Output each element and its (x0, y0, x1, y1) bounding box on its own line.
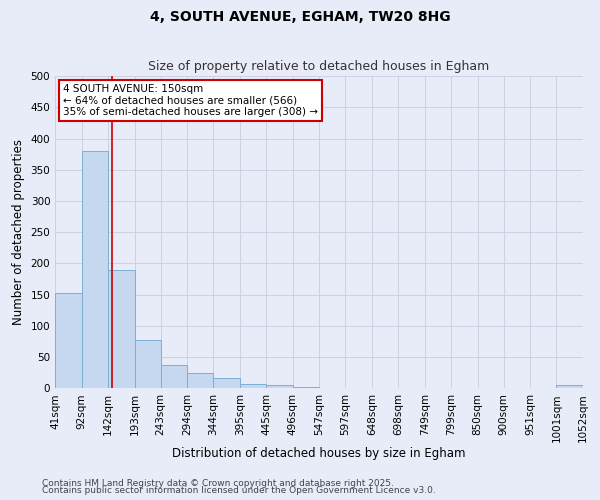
Title: Size of property relative to detached houses in Egham: Size of property relative to detached ho… (148, 60, 490, 74)
Bar (187, 373, 214, 388)
Bar (108, 270, 134, 388)
Bar (55, 294, 82, 388)
Bar (240, 384, 266, 388)
Bar (214, 378, 240, 388)
Bar (134, 340, 161, 388)
Bar (82, 151, 108, 388)
Bar (266, 386, 293, 388)
Bar (161, 364, 187, 388)
Text: 4, SOUTH AVENUE, EGHAM, TW20 8HG: 4, SOUTH AVENUE, EGHAM, TW20 8HG (149, 10, 451, 24)
Text: 4 SOUTH AVENUE: 150sqm
← 64% of detached houses are smaller (566)
35% of semi-de: 4 SOUTH AVENUE: 150sqm ← 64% of detached… (63, 84, 318, 117)
Bar (556, 386, 583, 388)
X-axis label: Distribution of detached houses by size in Egham: Distribution of detached houses by size … (172, 448, 466, 460)
Text: Contains HM Land Registry data © Crown copyright and database right 2025.: Contains HM Land Registry data © Crown c… (42, 478, 394, 488)
Y-axis label: Number of detached properties: Number of detached properties (12, 140, 25, 326)
Bar (293, 387, 319, 388)
Text: Contains public sector information licensed under the Open Government Licence v3: Contains public sector information licen… (42, 486, 436, 495)
